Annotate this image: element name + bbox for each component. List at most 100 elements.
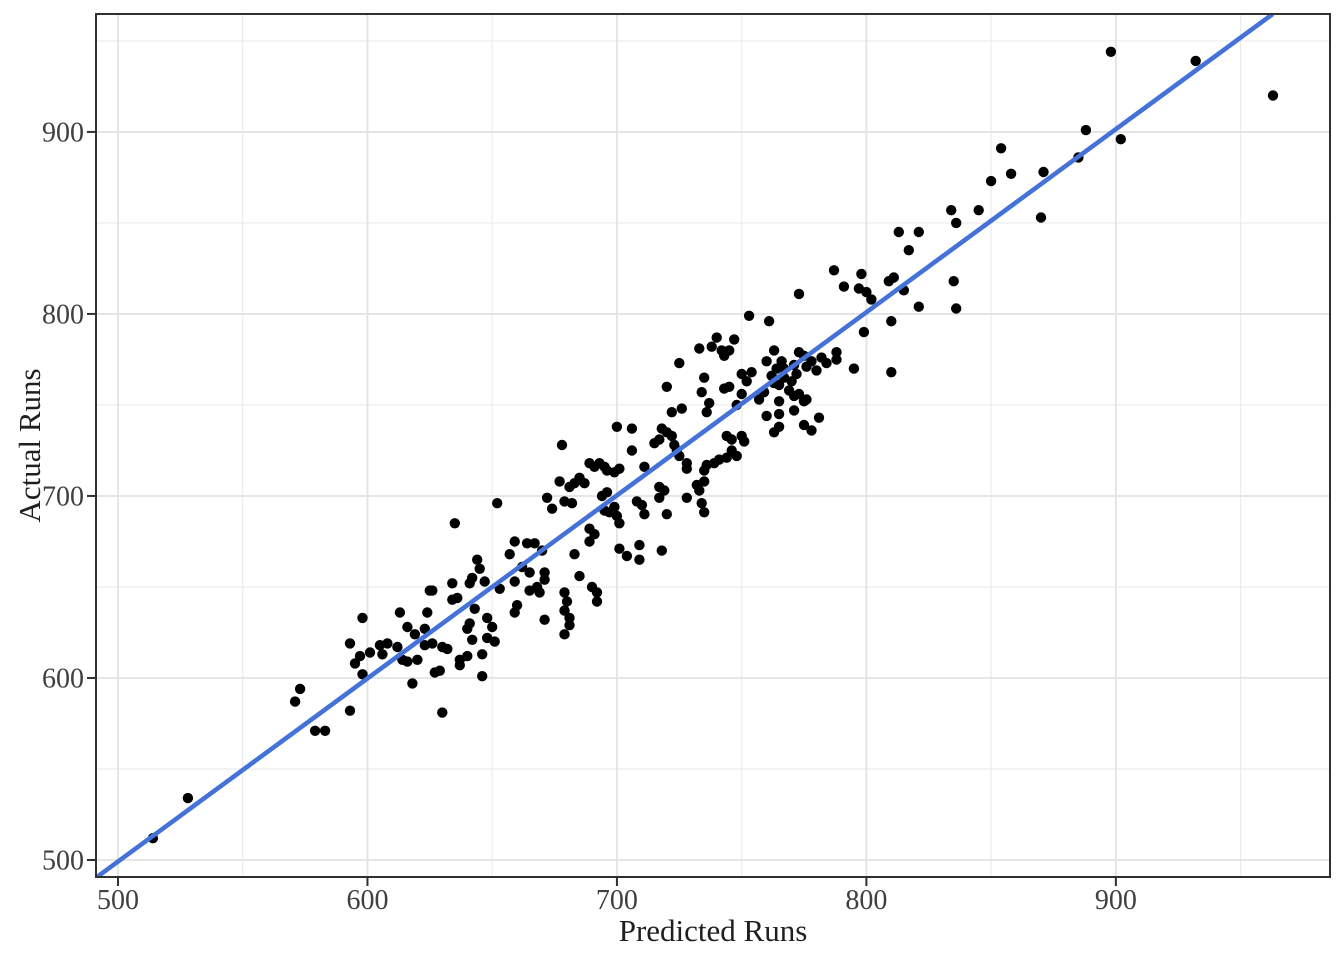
scatter-point	[294, 683, 306, 695]
scatter-point	[467, 572, 478, 584]
scatter-point	[893, 226, 904, 238]
x-tick-label: 700	[596, 885, 638, 916]
scatter-point	[344, 638, 356, 649]
scatter-point	[609, 501, 620, 513]
scatter-point	[666, 430, 677, 442]
scatter-point	[724, 381, 735, 392]
scatter-point	[985, 175, 997, 187]
scatter-point	[437, 707, 448, 718]
scatter-point	[699, 507, 710, 518]
scatter-points	[147, 46, 1279, 844]
scatter-point	[736, 368, 747, 380]
scatter-point	[848, 363, 860, 374]
scatter-point	[793, 288, 805, 300]
scatter-point	[614, 518, 625, 529]
scatter-point	[806, 356, 817, 367]
y-axis-title: Actual Runs	[12, 368, 47, 522]
scatter-point	[546, 503, 558, 514]
scatter-point	[559, 629, 570, 640]
scatter-point	[761, 410, 772, 422]
scatter-point	[412, 654, 423, 665]
scatter-point	[409, 629, 421, 640]
scatter-point	[913, 301, 924, 312]
scatter-point	[427, 585, 438, 596]
scatter-point	[654, 492, 665, 503]
axis-tick-marks	[87, 130, 1117, 886]
scatter-point	[539, 614, 550, 625]
x-tick-label: 800	[845, 885, 887, 916]
y-tick-label: 700	[42, 481, 84, 512]
scatter-point	[831, 347, 842, 358]
scatter-point	[768, 345, 780, 356]
scatter-point	[773, 408, 785, 420]
scatter-point	[636, 499, 648, 511]
scatter-point	[447, 578, 458, 589]
scatter-point	[786, 376, 797, 387]
scatter-point	[569, 549, 580, 560]
scatter-point	[951, 303, 962, 314]
scatter-point	[474, 563, 485, 574]
scatter-point	[564, 620, 575, 631]
scatter-point	[402, 656, 413, 667]
y-tick-labels: 500 600 700 800 900	[42, 117, 84, 876]
scatter-point	[511, 600, 523, 611]
scatter-point	[861, 286, 872, 298]
scatter-point	[477, 649, 488, 660]
scatter-point	[913, 226, 924, 238]
scatter-point	[556, 439, 568, 451]
scatter-point	[699, 372, 710, 383]
scatter-point	[729, 334, 740, 345]
scatter-point	[521, 538, 533, 549]
scatter-point	[561, 596, 573, 607]
scatter-point	[811, 365, 822, 376]
scatter-point	[681, 492, 692, 503]
scatter-point	[467, 634, 478, 645]
x-tick-labels: 500 600 700 800 900	[97, 885, 1137, 916]
scatter-point	[357, 612, 368, 624]
scatter-point	[858, 326, 870, 338]
scatter-point	[601, 487, 613, 498]
scatter-point	[694, 485, 705, 496]
scatter-point	[1005, 168, 1017, 179]
scatter-point	[711, 332, 722, 343]
scatter-point	[746, 367, 757, 378]
scatter-point	[696, 498, 707, 509]
scatter-point	[357, 669, 368, 680]
scatter-point	[1038, 166, 1049, 178]
scatter-point	[704, 397, 715, 409]
scatter-point	[564, 612, 575, 624]
scatter-point	[462, 650, 473, 662]
scatter-point	[487, 621, 498, 633]
scatter-point	[554, 476, 565, 487]
scatter-point	[661, 509, 672, 520]
scatter-point	[1080, 124, 1092, 136]
scatter-point	[479, 576, 490, 587]
scatter-point	[659, 485, 670, 496]
scatter-point	[354, 650, 366, 662]
scatter-point	[948, 276, 959, 287]
scatter-point	[492, 498, 503, 509]
scatter-point	[584, 536, 595, 547]
scatter-point	[509, 576, 520, 587]
scatter-point	[753, 394, 765, 405]
scatter-point	[761, 356, 772, 367]
scatter-point	[763, 316, 775, 327]
scatter-point	[886, 367, 897, 378]
scatter-point	[739, 436, 750, 447]
scatter-point	[973, 205, 984, 216]
scatter-point	[319, 725, 331, 736]
scatter-point	[634, 539, 645, 551]
scatter-point	[541, 492, 553, 503]
x-tick-label: 600	[346, 885, 388, 916]
scatter-point	[639, 461, 650, 472]
trend-line	[96, 14, 1275, 877]
scatter-point	[1190, 55, 1201, 67]
scatter-point	[856, 268, 867, 280]
scatter-point	[838, 281, 850, 292]
scatter-point	[1267, 90, 1279, 101]
scatter-point	[806, 425, 817, 436]
scatter-point	[504, 549, 515, 560]
panel-border	[95, 13, 1331, 878]
